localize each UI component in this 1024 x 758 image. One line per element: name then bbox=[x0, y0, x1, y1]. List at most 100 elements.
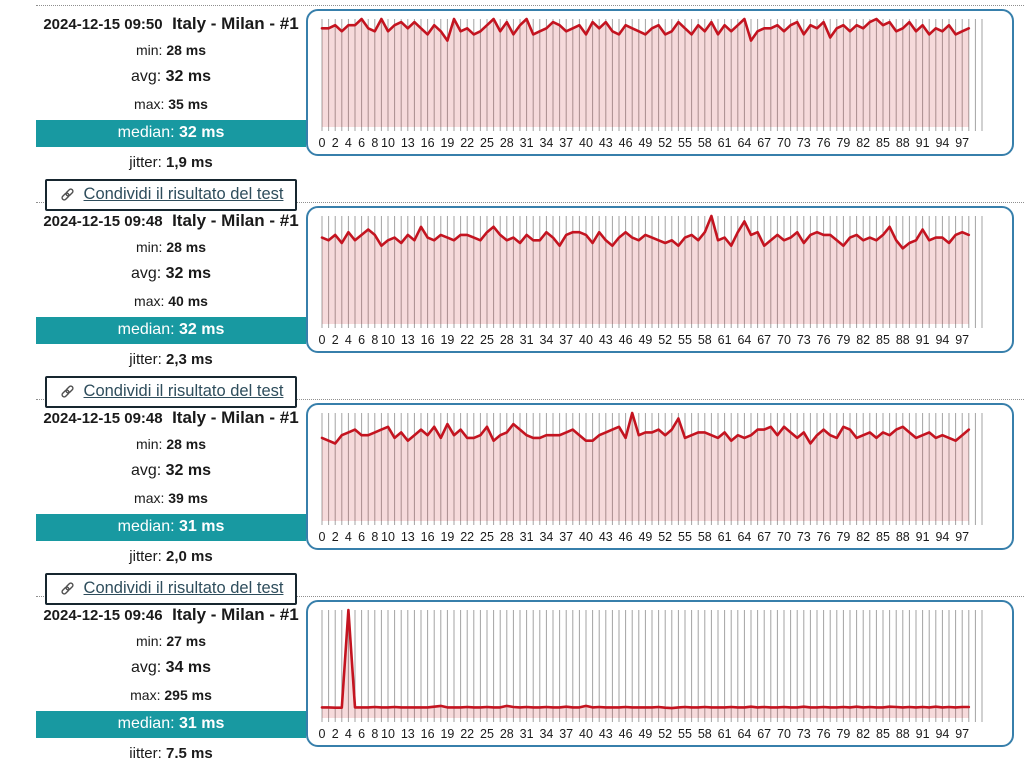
svg-text:70: 70 bbox=[777, 333, 791, 347]
svg-text:22: 22 bbox=[460, 727, 474, 741]
result-timestamp: 2024-12-15 09:48 bbox=[43, 213, 163, 230]
svg-text:28: 28 bbox=[500, 136, 514, 150]
stat-jitter-value: 2,3 ms bbox=[165, 351, 213, 368]
stat-jitter: jitter: 2,3 ms bbox=[36, 351, 306, 368]
svg-text:55: 55 bbox=[678, 136, 692, 150]
svg-text:43: 43 bbox=[599, 727, 613, 741]
svg-text:73: 73 bbox=[797, 333, 811, 347]
stat-max-label: max: bbox=[134, 96, 165, 112]
stat-median-label: median: bbox=[117, 518, 175, 535]
median-stat-bar: median: 32 ms bbox=[36, 317, 306, 344]
svg-text:25: 25 bbox=[480, 727, 494, 741]
svg-text:88: 88 bbox=[896, 333, 910, 347]
stat-jitter-value: 7,5 ms bbox=[165, 745, 213, 758]
svg-text:40: 40 bbox=[579, 333, 593, 347]
svg-text:46: 46 bbox=[619, 727, 633, 741]
svg-text:67: 67 bbox=[757, 333, 771, 347]
svg-text:0: 0 bbox=[319, 136, 326, 150]
svg-text:0: 0 bbox=[319, 333, 326, 347]
svg-text:4: 4 bbox=[345, 530, 352, 544]
svg-text:19: 19 bbox=[440, 530, 454, 544]
svg-text:37: 37 bbox=[559, 530, 573, 544]
stat-min: min: 27 ms bbox=[36, 633, 306, 649]
svg-text:79: 79 bbox=[836, 136, 850, 150]
svg-text:6: 6 bbox=[358, 727, 365, 741]
svg-text:25: 25 bbox=[480, 333, 494, 347]
svg-text:79: 79 bbox=[836, 727, 850, 741]
svg-text:52: 52 bbox=[658, 333, 672, 347]
stat-median-label: median: bbox=[117, 715, 175, 732]
svg-text:34: 34 bbox=[539, 136, 553, 150]
link-icon bbox=[60, 582, 74, 595]
result-title-row: 2024-12-15 09:50 Italy - Milan - #1 bbox=[36, 14, 306, 34]
result-server-name: Italy - Milan - #1 bbox=[172, 14, 299, 33]
svg-text:85: 85 bbox=[876, 333, 890, 347]
svg-text:52: 52 bbox=[658, 530, 672, 544]
result-server-name: Italy - Milan - #1 bbox=[172, 408, 299, 427]
result-stats: 2024-12-15 09:46 Italy - Milan - #1 min:… bbox=[36, 597, 306, 758]
link-icon bbox=[60, 188, 74, 201]
result-timestamp: 2024-12-15 09:48 bbox=[43, 410, 163, 427]
svg-text:40: 40 bbox=[579, 136, 593, 150]
stat-max-label: max: bbox=[134, 293, 165, 309]
svg-text:49: 49 bbox=[638, 530, 652, 544]
latency-chart: 0 2 4 6 8 10 13 16 19 22 25 28 31 34 37 40 43 46 49 52 55 58 6… bbox=[319, 411, 983, 544]
svg-text:61: 61 bbox=[718, 530, 732, 544]
svg-text:97: 97 bbox=[955, 333, 969, 347]
stat-min-label: min: bbox=[135, 436, 163, 452]
result-server-name: Italy - Milan - #1 bbox=[172, 605, 299, 624]
result-stats: 2024-12-15 09:50 Italy - Milan - #1 min:… bbox=[36, 6, 306, 211]
stat-avg-label: avg: bbox=[130, 265, 162, 282]
stat-avg: avg: 32 ms bbox=[36, 265, 306, 283]
svg-text:37: 37 bbox=[559, 727, 573, 741]
stat-min-value: 27 ms bbox=[166, 633, 207, 649]
svg-text:94: 94 bbox=[935, 530, 949, 544]
svg-text:79: 79 bbox=[836, 333, 850, 347]
svg-text:82: 82 bbox=[856, 530, 870, 544]
svg-text:61: 61 bbox=[718, 333, 732, 347]
svg-text:28: 28 bbox=[500, 530, 514, 544]
stat-jitter-value: 2,0 ms bbox=[165, 548, 213, 565]
svg-text:4: 4 bbox=[345, 727, 352, 741]
svg-text:94: 94 bbox=[935, 136, 949, 150]
svg-text:97: 97 bbox=[955, 727, 969, 741]
svg-text:22: 22 bbox=[460, 333, 474, 347]
stat-min: min: 28 ms bbox=[36, 239, 306, 255]
svg-text:82: 82 bbox=[856, 333, 870, 347]
svg-text:52: 52 bbox=[658, 136, 672, 150]
test-result-card: 2024-12-15 09:48 Italy - Milan - #1 min:… bbox=[36, 202, 1024, 408]
svg-text:8: 8 bbox=[371, 333, 378, 347]
svg-text:70: 70 bbox=[777, 136, 791, 150]
svg-text:6: 6 bbox=[358, 136, 365, 150]
svg-text:58: 58 bbox=[698, 136, 712, 150]
svg-text:64: 64 bbox=[737, 333, 751, 347]
test-result-card: 2024-12-15 09:48 Italy - Milan - #1 min:… bbox=[36, 399, 1024, 605]
svg-text:13: 13 bbox=[401, 136, 415, 150]
stat-min-label: min: bbox=[135, 42, 163, 58]
svg-text:85: 85 bbox=[876, 530, 890, 544]
share-result-button[interactable]: Condividi il risultato del test bbox=[44, 179, 298, 211]
svg-text:55: 55 bbox=[678, 530, 692, 544]
latency-chart-panel: 0 2 4 6 8 10 13 16 19 22 25 28 31 34 37 40 43 46 49 52 55 58 6… bbox=[306, 206, 1014, 353]
svg-text:79: 79 bbox=[836, 530, 850, 544]
svg-text:16: 16 bbox=[421, 333, 435, 347]
svg-text:4: 4 bbox=[345, 136, 352, 150]
stat-jitter: jitter: 1,9 ms bbox=[36, 154, 306, 171]
svg-text:8: 8 bbox=[371, 530, 378, 544]
svg-text:10: 10 bbox=[381, 333, 395, 347]
result-title-row: 2024-12-15 09:46 Italy - Milan - #1 bbox=[36, 605, 306, 625]
svg-text:8: 8 bbox=[371, 136, 378, 150]
svg-text:46: 46 bbox=[619, 530, 633, 544]
svg-text:58: 58 bbox=[698, 530, 712, 544]
stat-max: max: 39 ms bbox=[36, 490, 306, 506]
test-result-card: 2024-12-15 09:46 Italy - Milan - #1 min:… bbox=[36, 596, 1024, 758]
stat-avg-label: avg: bbox=[130, 462, 162, 479]
stat-jitter: jitter: 2,0 ms bbox=[36, 548, 306, 565]
svg-text:88: 88 bbox=[896, 136, 910, 150]
svg-text:58: 58 bbox=[698, 727, 712, 741]
share-result-button[interactable]: Condividi il risultato del test bbox=[44, 573, 298, 605]
share-result-button[interactable]: Condividi il risultato del test bbox=[44, 376, 298, 408]
latency-chart-panel: 0 2 4 6 8 10 13 16 19 22 25 28 31 34 37 40 43 46 49 52 55 58 6… bbox=[306, 600, 1014, 747]
stat-max-value: 295 ms bbox=[164, 687, 212, 703]
svg-text:37: 37 bbox=[559, 333, 573, 347]
